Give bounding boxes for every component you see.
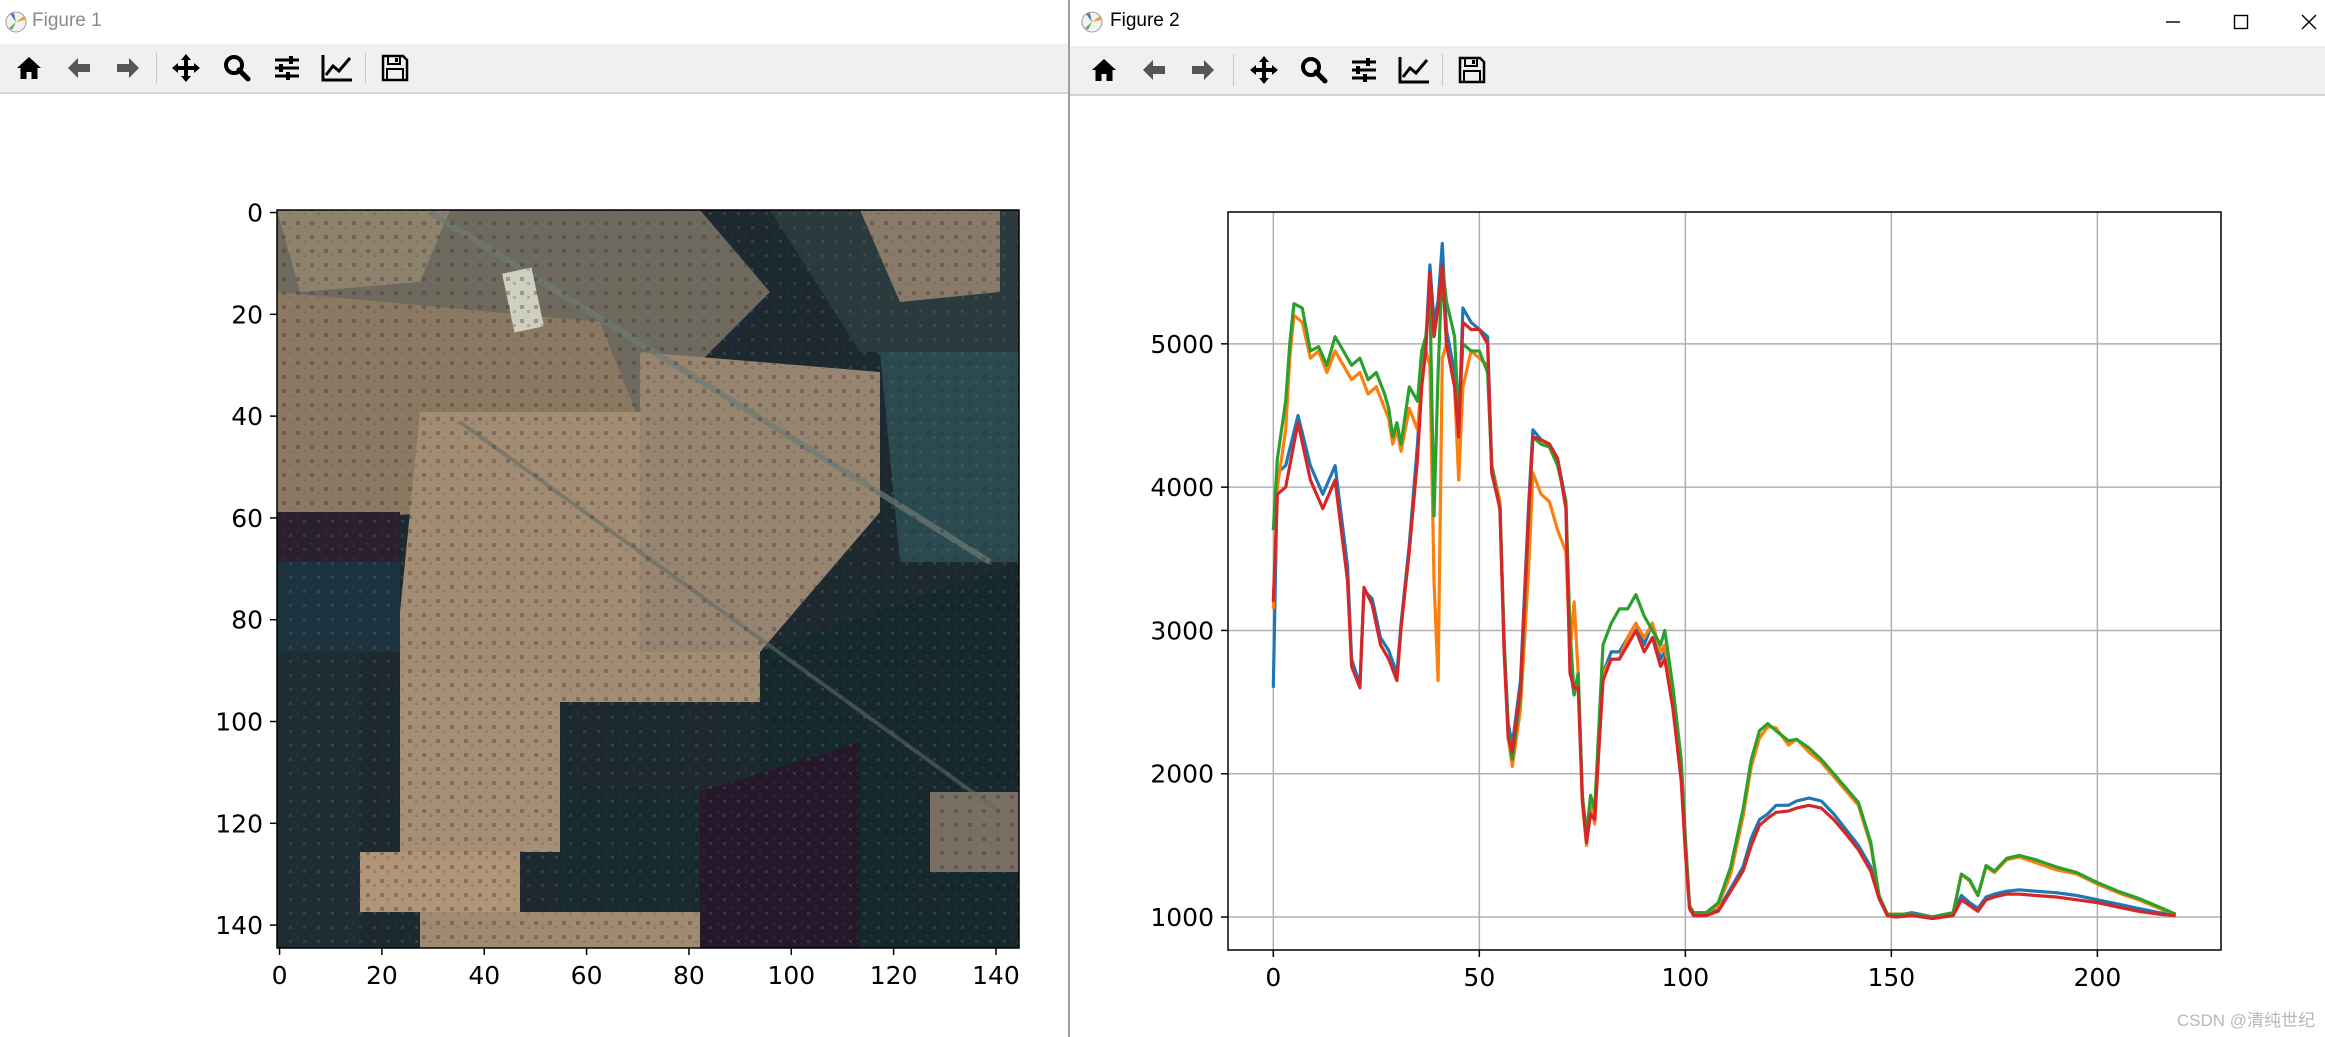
y-tick-label: 1000 [1150,903,1214,932]
back-arrow-icon[interactable] [61,50,97,86]
x-tick-label: 200 [2074,963,2122,992]
image-axes[interactable]: 0 20 40 60 80 100 120 140 0 20 40 60 80 100 120 140 [0,92,1068,1037]
chart-series-group [1271,241,2177,921]
back-arrow-icon[interactable] [1136,52,1172,88]
edit-axis-icon[interactable] [319,50,355,86]
toolbar-separator [1233,54,1234,86]
toolbar-separator [365,52,366,84]
forward-arrow-icon[interactable] [1185,52,1221,88]
y-tick-label: 20 [231,300,263,329]
figure-1-titlebar[interactable]: Figure 1 [0,0,1068,44]
toolbar-separator [1442,54,1443,86]
figure-1-window: Figure 1 [0,0,1068,1037]
forward-arrow-icon[interactable] [110,50,146,86]
series-line-4 [1271,263,2176,921]
x-tick-label: 140 [972,961,1020,990]
x-tick-label: 80 [673,961,705,990]
series-line-2 [1271,313,2177,919]
toolbar-separator [156,52,157,84]
y-tick-label: 40 [231,402,263,431]
minimize-icon[interactable] [2151,6,2195,38]
x-tick-label: 0 [272,961,288,990]
y-tick-label: 0 [247,199,263,228]
navigation-toolbar [0,44,1068,94]
save-icon[interactable] [377,50,413,86]
window-title: Figure 2 [1110,10,1180,31]
y-tick-label: 60 [231,504,263,533]
x-tick-label: 0 [1265,963,1281,992]
maximize-icon[interactable] [2219,6,2263,38]
chart-tick-group: 0 50 100 150 200 1000 2000 3000 4000 5000 [1150,330,2121,992]
x-tick-label: 150 [1868,963,1916,992]
configure-subplots-icon[interactable] [1346,52,1382,88]
x-tick-label: 60 [571,961,603,990]
close-icon[interactable] [2287,6,2325,38]
y-tick-label: 5000 [1150,330,1214,359]
configure-subplots-icon[interactable] [269,50,305,86]
x-tick-label: 120 [870,961,918,990]
y-tick-label: 100 [215,708,263,737]
watermark: CSDN @清纯世纪 [2176,1011,2315,1030]
window-title: Figure 1 [32,10,102,31]
edit-axis-icon[interactable] [1396,52,1432,88]
zoom-icon[interactable] [1296,52,1332,88]
image-tick-group: 0 20 40 60 80 100 120 140 0 20 40 60 80 100 120 140 [215,199,1020,990]
home-icon[interactable] [1086,52,1122,88]
navigation-toolbar [1070,46,2325,96]
spectral-line-chart[interactable]: 0 50 100 150 200 1000 2000 3000 4000 5000 [1068,94,2325,1037]
figure-2-titlebar[interactable]: Figure 2 [1070,0,2325,44]
matplotlib-logo-icon [1081,11,1103,33]
save-icon[interactable] [1454,52,1490,88]
y-tick-label: 2000 [1150,760,1214,789]
y-tick-label: 4000 [1150,473,1214,502]
y-tick-label: 3000 [1150,616,1214,645]
pan-icon[interactable] [168,50,204,86]
y-tick-label: 80 [231,606,263,635]
chart-grid [1228,212,2221,950]
y-tick-label: 140 [215,911,263,940]
zoom-icon[interactable] [219,50,255,86]
x-tick-label: 20 [366,961,398,990]
hyperspectral-image [277,210,1019,948]
x-tick-label: 40 [468,961,500,990]
x-tick-label: 100 [767,961,815,990]
figure-2-window: Figure 2 [1068,0,2325,1037]
plot-area-frame [1227,211,2222,951]
home-icon[interactable] [11,50,47,86]
pan-icon[interactable] [1246,52,1282,88]
x-tick-label: 100 [1661,963,1709,992]
x-tick-label: 50 [1463,963,1495,992]
series-line-3 [1271,263,2177,919]
image-frame [276,209,1020,949]
y-tick-label: 120 [215,809,263,838]
matplotlib-logo-icon [5,11,27,33]
